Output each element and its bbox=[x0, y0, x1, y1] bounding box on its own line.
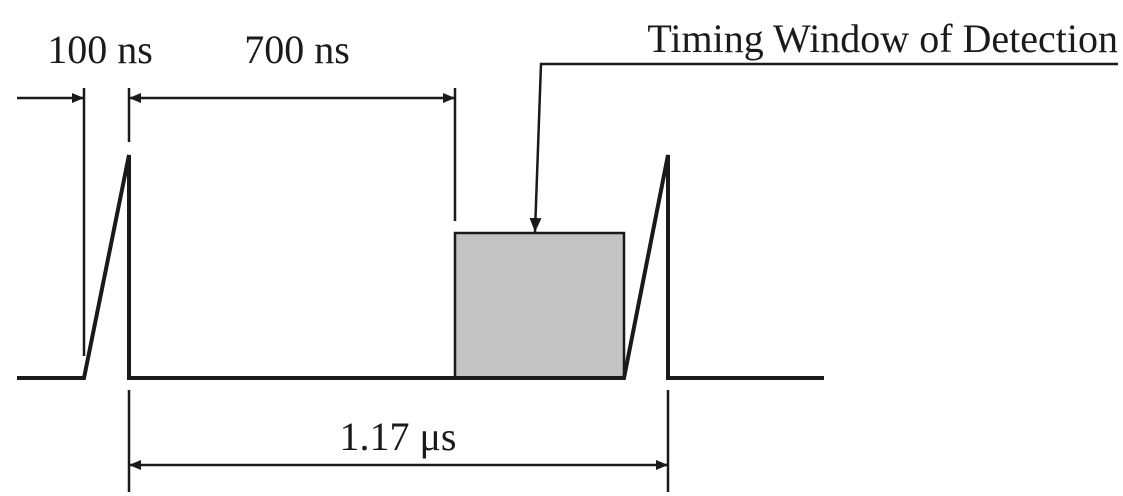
detection-window-box bbox=[453, 231, 626, 380]
window-label: Timing Window of Detection bbox=[647, 16, 1118, 61]
delay-label: 700 ns bbox=[244, 27, 350, 72]
period-label: 1.17 μs bbox=[339, 414, 456, 459]
rise-time-label: 100 ns bbox=[47, 27, 153, 72]
window-leader-line bbox=[529, 62, 1118, 233]
signal-waveform bbox=[17, 154, 824, 380]
